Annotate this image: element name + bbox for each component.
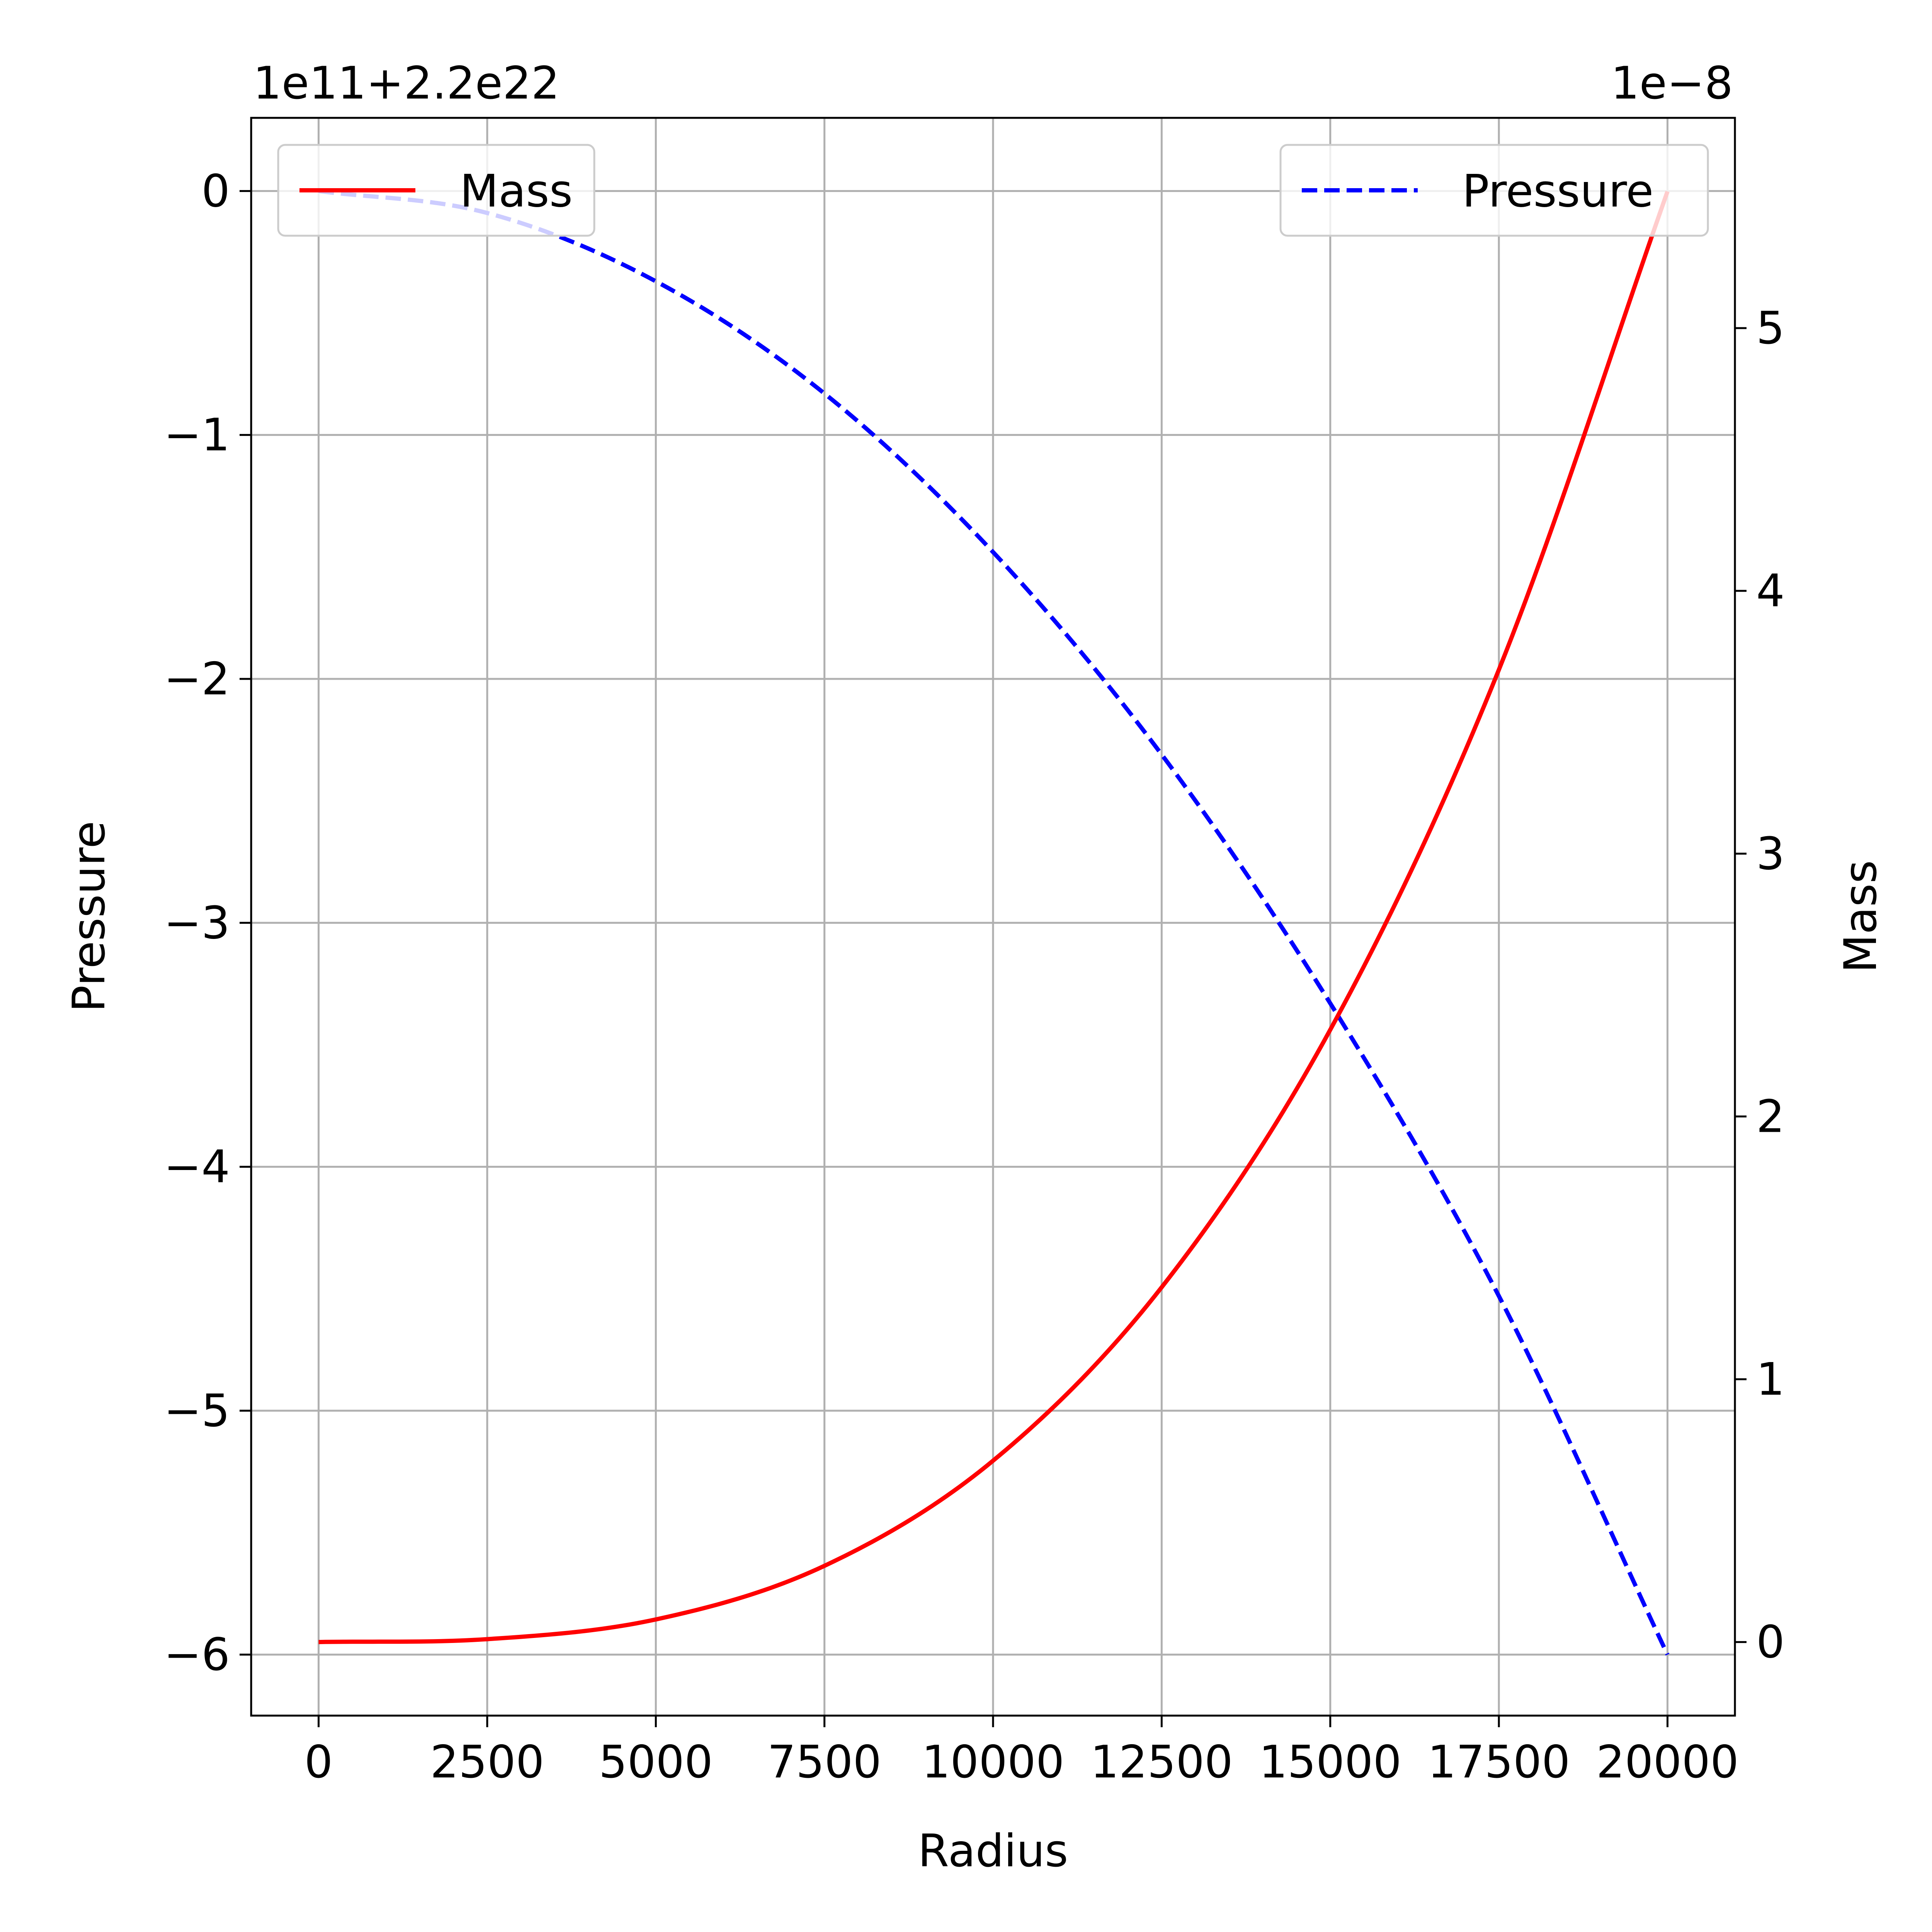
left-y-tick-label: 0 [201, 165, 230, 217]
left-axis-offset-label: 1e11+2.2e22 [253, 57, 560, 109]
x-tick-label: 20000 [1596, 1736, 1739, 1788]
right-y-tick-label: 0 [1756, 1616, 1785, 1668]
right-y-tick-label: 1 [1756, 1353, 1785, 1405]
legend-box [1279, 144, 1709, 237]
left-y-axis-label: Pressure [63, 821, 115, 1012]
right-y-tick-label: 3 [1756, 828, 1785, 880]
x-tick-label: 5000 [599, 1736, 713, 1788]
right-axis-offset-label: 1e−8 [1611, 57, 1733, 109]
legends: Mass Pressure [277, 144, 1709, 237]
legend-box [277, 144, 595, 237]
left-y-tick-label: −4 [164, 1141, 230, 1193]
legend-mass: Mass [277, 144, 595, 237]
left-y-tick-label: −3 [164, 897, 230, 949]
left-y-tick-label: −6 [164, 1629, 230, 1681]
right-y-tick-label: 2 [1756, 1090, 1785, 1143]
left-y-tick-label: −2 [164, 653, 230, 705]
x-axis-label: Radius [918, 1825, 1068, 1877]
axis-ticks: 0 2500 5000 7500 10000 12500 15000 17500 20000 0 −… [164, 165, 1785, 1788]
legend-pressure: Pressure [1279, 144, 1709, 237]
right-y-axis-label: Mass [1835, 860, 1887, 973]
left-y-tick-label: −5 [164, 1385, 230, 1437]
x-tick-label: 7500 [767, 1736, 881, 1788]
x-tick-label: 10000 [922, 1736, 1064, 1788]
legend-label: Mass [460, 165, 573, 218]
x-tick-label: 15000 [1259, 1736, 1401, 1788]
x-tick-label: 17500 [1428, 1736, 1570, 1788]
left-y-tick-label: −1 [164, 409, 230, 461]
x-tick-label: 2500 [430, 1736, 544, 1788]
series-line-mass [318, 190, 1670, 1645]
x-tick-label: 0 [304, 1736, 333, 1788]
grid [251, 118, 1735, 1716]
legend-label: Pressure [1462, 165, 1653, 218]
right-y-tick-label: 5 [1756, 302, 1785, 354]
x-tick-label: 12500 [1090, 1736, 1233, 1788]
right-y-tick-label: 4 [1756, 565, 1785, 617]
